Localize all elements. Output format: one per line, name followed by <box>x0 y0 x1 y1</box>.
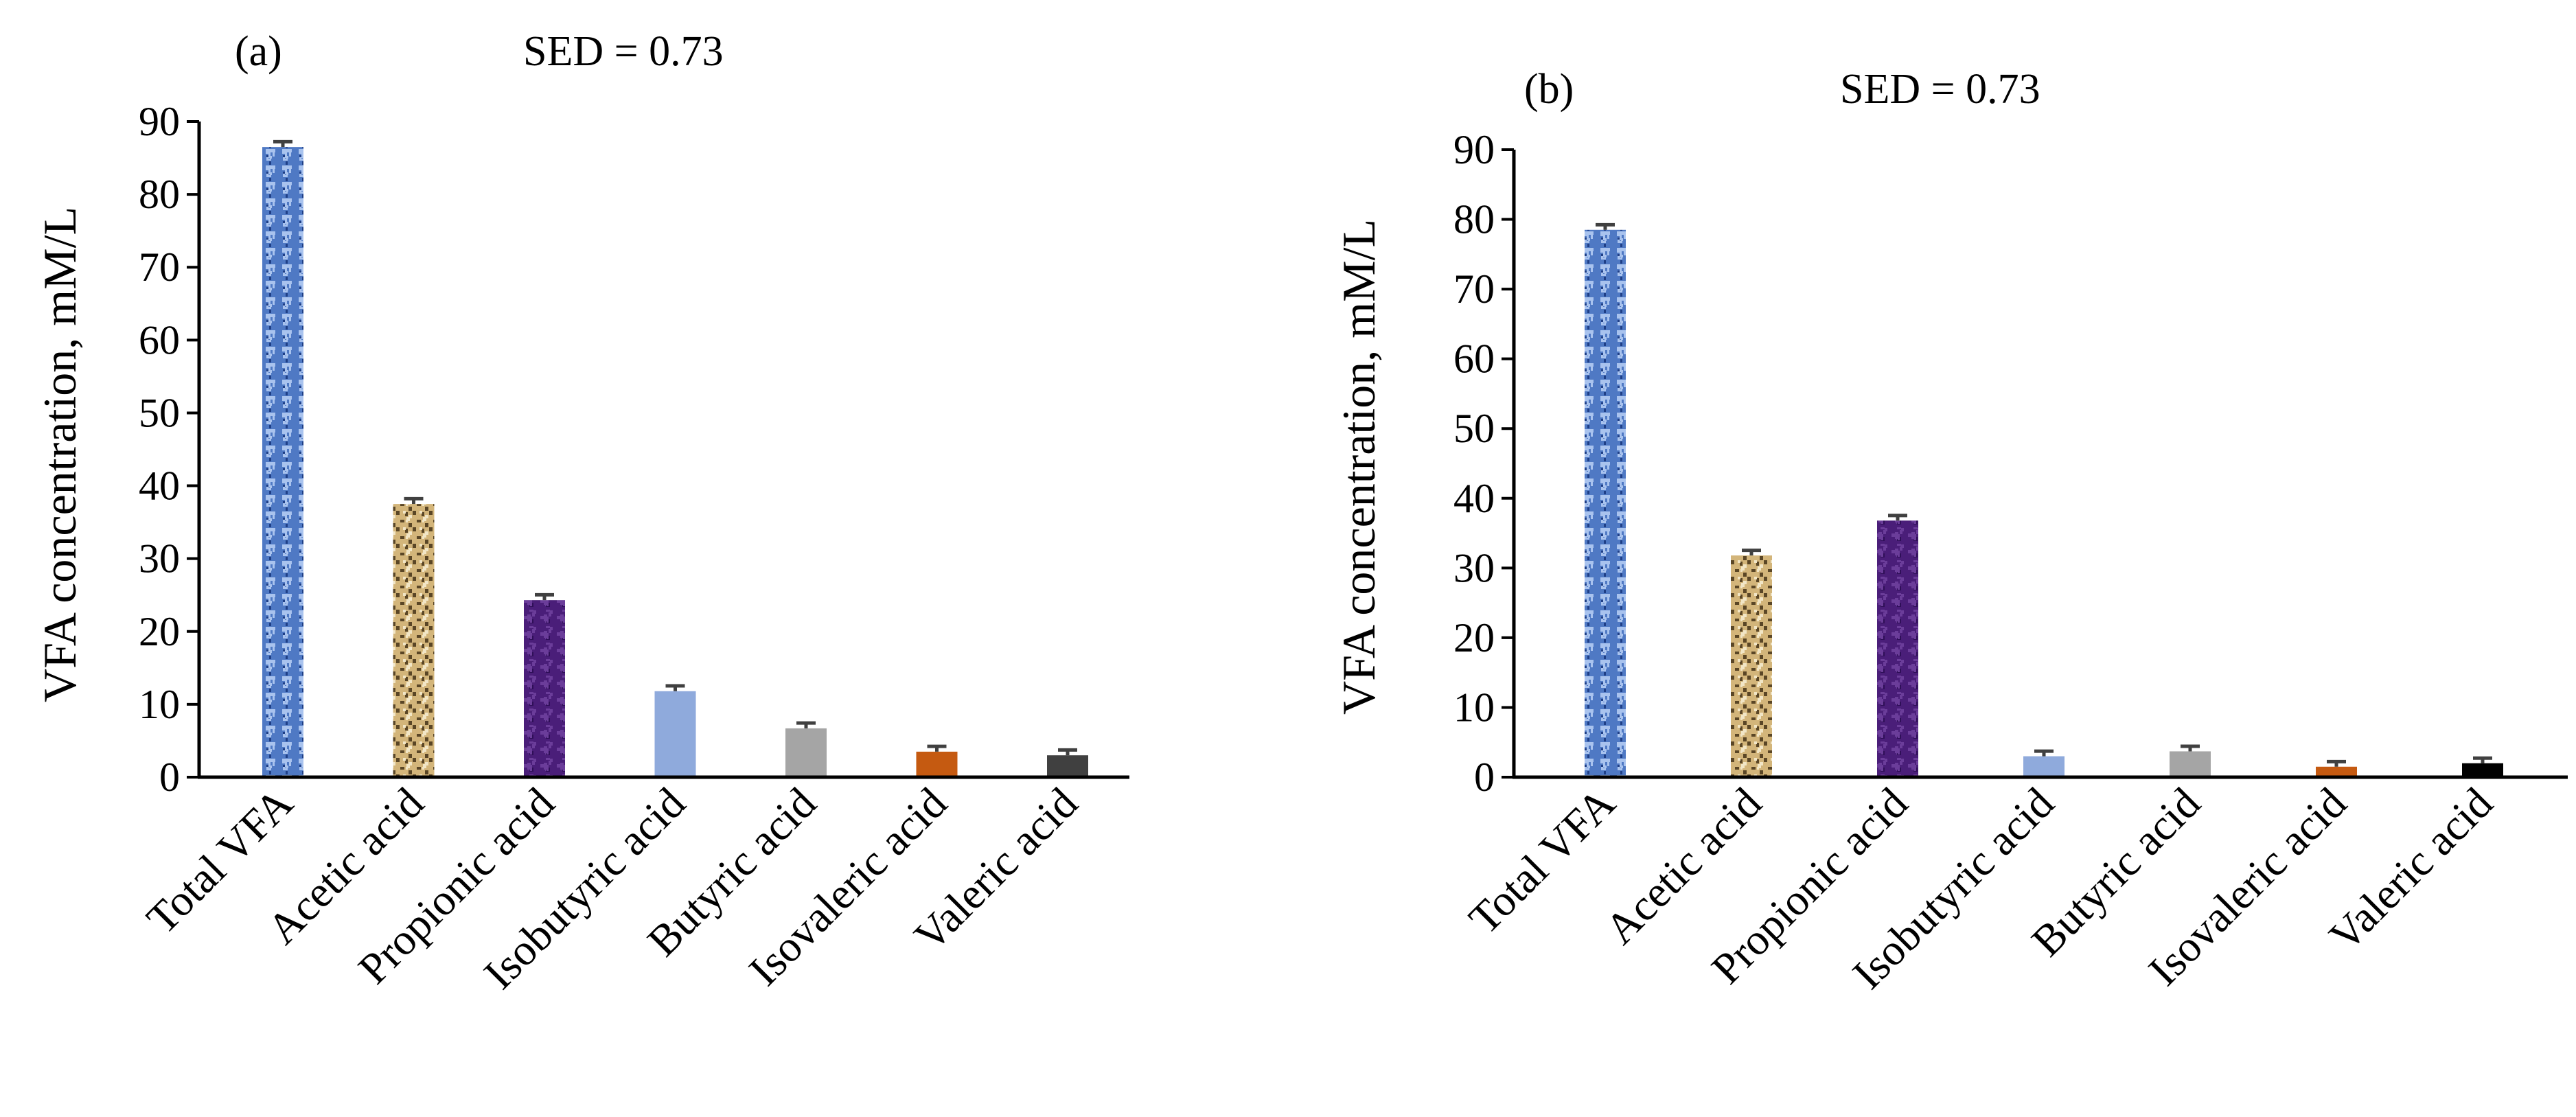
panel-b-bar <box>2170 751 2211 777</box>
panel-a-y-tick-label: 50 <box>139 390 180 435</box>
panel-b-y-tick-label: 60 <box>1453 336 1495 382</box>
panel-a-y-axis-title: VFA concentration, mM/L <box>34 207 86 702</box>
panel-a-y-tick-label: 30 <box>139 536 180 581</box>
panel-a-y-tick-label: 0 <box>159 755 180 800</box>
panel-a-y-tick-label: 80 <box>139 172 180 217</box>
panel-b-y-ticks: 0 10 20 30 40 50 60 70 80 90 <box>1453 127 1514 800</box>
panel-a-y-ticks: 0 10 20 30 40 50 60 70 80 90 <box>139 99 199 800</box>
panel-b-y-tick-label: 70 <box>1453 266 1495 312</box>
panel-a-y-tick-label: 90 <box>139 99 180 144</box>
panel-a-bars <box>262 147 1088 777</box>
panel-b-chart: (b) SED = 0.73 VFA concentration, mM/L 0… <box>1333 66 2568 998</box>
panel-a-bar <box>654 691 696 777</box>
panel-b-bar <box>2023 756 2065 777</box>
panel-a-y-tick-label: 10 <box>139 682 180 727</box>
panel-a-y-tick-label: 70 <box>139 244 180 290</box>
panel-a-bar <box>524 600 565 777</box>
panel-b-bar <box>1585 229 1626 777</box>
panel-b-bars <box>1585 229 2503 777</box>
panel-a-bar <box>1047 755 1088 777</box>
panel-b-y-tick-label: 80 <box>1453 197 1495 242</box>
panel-b-y-tick-label: 90 <box>1453 127 1495 172</box>
panel-b-y-tick-label: 30 <box>1453 545 1495 590</box>
panel-b-bar <box>1877 520 1918 777</box>
panel-a-y-tick-label: 60 <box>139 317 180 362</box>
panel-a-y-tick-label: 40 <box>139 463 180 509</box>
panel-b-sed-label: SED = 0.73 <box>1840 66 2040 113</box>
panel-b-error-bars <box>1596 222 2492 767</box>
panel-b-bar <box>2462 763 2503 777</box>
panel-b-bar <box>2316 766 2357 777</box>
panel-a-bar <box>785 728 827 777</box>
panel-a-sed-label: SED = 0.73 <box>523 28 724 75</box>
panel-b-y-tick-label: 40 <box>1453 476 1495 521</box>
panel-a-bar <box>916 751 958 777</box>
panel-b-label: (b) <box>1524 66 1574 113</box>
panel-b-y-tick-label: 10 <box>1453 684 1495 730</box>
panel-a-label: (a) <box>235 28 282 75</box>
panel-b-y-tick-label: 20 <box>1453 615 1495 660</box>
panel-a-error-bars <box>273 139 1077 756</box>
panel-a-chart: (a) SED = 0.73 VFA concentration, mM/L 0… <box>34 28 1129 998</box>
panel-b-bar <box>1731 555 1772 777</box>
panel-a-bar <box>262 147 303 777</box>
panel-a-bar <box>393 504 435 777</box>
panel-b-y-tick-label: 0 <box>1474 755 1495 800</box>
panel-a-y-tick-label: 20 <box>139 609 180 654</box>
panel-b-y-tick-label: 50 <box>1453 406 1495 451</box>
panel-b-y-axis-title: VFA concentration, mM/L <box>1333 219 1385 715</box>
